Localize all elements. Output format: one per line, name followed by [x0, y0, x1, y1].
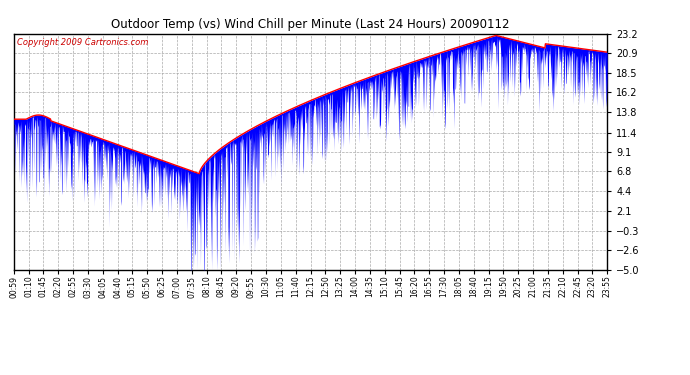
- Title: Outdoor Temp (vs) Wind Chill per Minute (Last 24 Hours) 20090112: Outdoor Temp (vs) Wind Chill per Minute …: [111, 18, 510, 31]
- Text: Copyright 2009 Cartronics.com: Copyright 2009 Cartronics.com: [17, 39, 148, 48]
